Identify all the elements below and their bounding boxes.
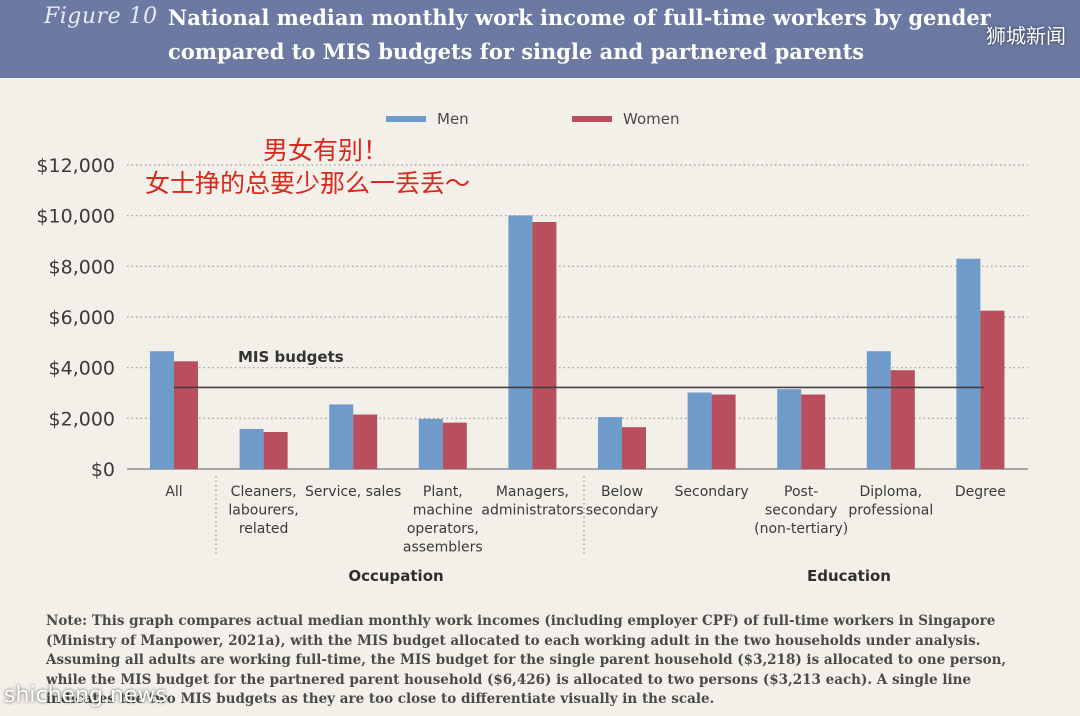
x-category-label: Secondary <box>675 484 749 500</box>
bar-men <box>956 258 981 469</box>
y-tick-label: $2,000 <box>49 408 115 430</box>
watermark-bottom: shicheng.news <box>4 683 167 708</box>
y-tick-label: $0 <box>91 459 115 481</box>
bar-men <box>418 418 443 469</box>
bar-men <box>687 392 712 469</box>
bar-women <box>174 361 198 469</box>
x-category-label-line: administrators <box>481 503 583 519</box>
bar-women <box>622 427 646 469</box>
x-category-label: Diploma, professional <box>848 484 933 519</box>
bar-men <box>508 215 533 469</box>
mis-reference-label: MIS budgets <box>238 348 344 366</box>
x-category-label-line: secondary <box>586 503 659 519</box>
y-tick-label: $12,000 <box>36 155 115 177</box>
bar-women <box>353 414 378 469</box>
group-label: Occupation <box>348 567 443 585</box>
bar-men <box>598 417 622 469</box>
x-category-label-line: Plant, <box>423 484 463 500</box>
legend-label-men: Men <box>437 110 469 128</box>
y-tick-label: $4,000 <box>49 358 115 380</box>
x-category-label-line: related <box>239 521 289 537</box>
x-category-label: Below secondary <box>586 484 659 519</box>
x-category-label-line: secondary <box>765 503 838 519</box>
x-category-label-line: Cleaners, <box>231 484 297 500</box>
figure-header: Figure 10 National median monthly work i… <box>0 0 1080 78</box>
x-category-label: Post-secondary (non-tertiary) <box>754 484 848 537</box>
annotation-line-2: 女士挣的总要少那么一丢丢～ <box>145 169 471 198</box>
legend-swatch-men <box>386 116 426 122</box>
x-category-label: Cleaners, labourers, related <box>228 484 298 537</box>
bar-men <box>329 404 354 469</box>
bar-women <box>711 394 736 469</box>
group-label: Education <box>807 567 891 585</box>
bar-women <box>980 310 1005 469</box>
bar-chart: $0 $2,000 $4,000 $6,000 $8,000 $10,000 $12,000… <box>36 110 1028 585</box>
bar-men <box>866 351 891 469</box>
x-category-label-line: Diploma, <box>859 484 922 500</box>
y-tick-label: $6,000 <box>49 307 115 329</box>
x-category-label-line: (non-tertiary) <box>754 521 848 537</box>
watermark-logo-text: 狮城新闻 <box>986 24 1066 48</box>
x-category-label-line: machine <box>413 503 473 519</box>
x-category-label-line: labourers, <box>228 503 298 519</box>
x-category-label-line: Secondary <box>675 484 749 500</box>
x-category-label: Degree <box>955 484 1006 500</box>
annotation-line-1: 男女有别！ <box>263 136 389 165</box>
y-tick-label: $10,000 <box>36 206 115 228</box>
bar-men <box>777 389 802 469</box>
bar-men <box>150 351 174 469</box>
x-category-label: Managers, administrators <box>481 484 583 519</box>
bar-women <box>442 422 467 469</box>
x-category-label: Service, sales <box>305 484 401 500</box>
x-category-label-line: Managers, <box>496 484 569 500</box>
x-category-label-line: professional <box>848 503 933 519</box>
chart-title-line-2: compared to MIS budgets for single and p… <box>168 39 865 64</box>
x-category-label-line: Degree <box>955 484 1006 500</box>
x-category-label: Plant, machine operators, assemblers <box>403 484 483 556</box>
x-category-label: All <box>165 484 182 500</box>
legend-swatch-women <box>572 116 612 122</box>
x-category-label-line: Below <box>601 484 643 500</box>
y-tick-label: $8,000 <box>49 256 115 278</box>
bar-women <box>532 222 557 469</box>
x-category-label-line: Post- <box>784 484 818 500</box>
x-category-label-line: Service, sales <box>305 484 401 500</box>
x-category-label-line: operators, <box>407 521 479 537</box>
annotation-overlay: 男女有别！ 女士挣的总要少那么一丢丢～ <box>145 134 470 200</box>
chart-title-line-1: National median monthly work income of f… <box>168 5 991 30</box>
bar-women <box>263 432 288 469</box>
bar-women <box>801 394 826 469</box>
bar-women <box>890 370 915 469</box>
figure-label: Figure 10 <box>44 4 158 29</box>
x-category-label-line: All <box>165 484 182 500</box>
legend-label-women: Women <box>623 110 679 128</box>
chart-note: Note: This graph compares actual median … <box>46 613 1007 707</box>
x-category-label-line: assemblers <box>403 540 483 556</box>
bar-men <box>239 428 264 469</box>
